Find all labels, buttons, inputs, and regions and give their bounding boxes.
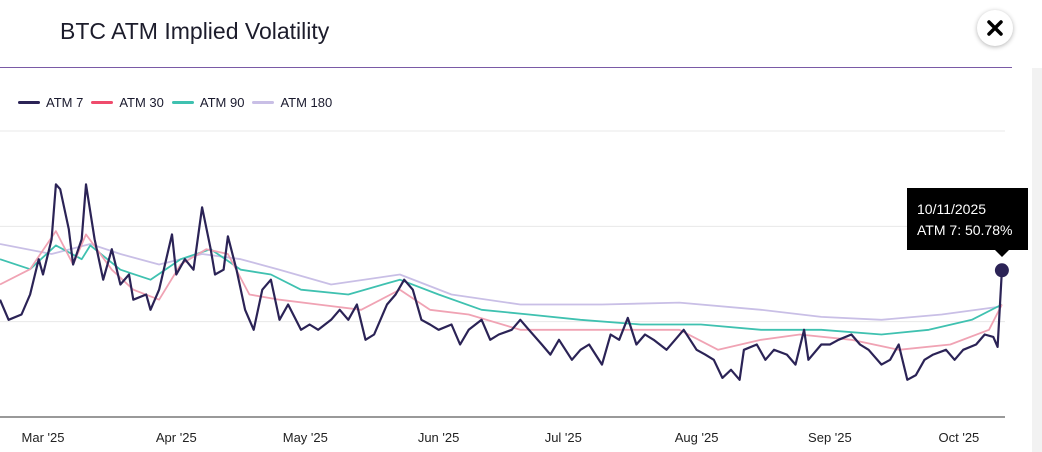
x-tick-label: Mar '25	[22, 430, 65, 445]
legend: ATM 7 ATM 30 ATM 90 ATM 180	[18, 95, 332, 110]
legend-swatch	[91, 101, 114, 104]
x-tick-label: Oct '25	[939, 430, 980, 445]
legend-label: ATM 7	[46, 95, 84, 110]
series-line-atm7[interactable]	[0, 183, 1003, 381]
legend-item-atm90[interactable]: ATM 90	[171, 95, 245, 110]
close-button[interactable]	[977, 10, 1013, 46]
tooltip-value: ATM 7: 50.78%	[917, 222, 1013, 238]
legend-label: ATM 180	[280, 95, 333, 110]
tooltip-date: 10/11/2025	[917, 201, 987, 217]
legend-item-atm7[interactable]: ATM 7	[18, 95, 83, 110]
x-tick-label: Apr '25	[156, 430, 197, 445]
legend-swatch	[252, 101, 275, 104]
x-tick-label: Aug '25	[675, 430, 719, 445]
close-icon	[987, 20, 1003, 36]
legend-label: ATM 30	[119, 95, 164, 110]
legend-swatch	[18, 101, 40, 104]
x-tick-label: Jun '25	[418, 430, 460, 445]
chart-title: BTC ATM Implied Volatility	[60, 18, 330, 44]
tooltip: 10/11/2025 ATM 7: 50.78%	[907, 188, 1028, 257]
header-divider	[0, 67, 1012, 68]
x-tick-label: Sep '25	[808, 430, 852, 445]
series-line-atm180[interactable]	[0, 243, 1003, 321]
legend-label: ATM 90	[199, 95, 245, 110]
legend-swatch	[171, 101, 194, 104]
series-line-atm90[interactable]	[0, 244, 1003, 336]
x-tick-label: Jul '25	[545, 430, 582, 445]
legend-item-atm30[interactable]: ATM 30	[91, 95, 164, 110]
legend-item-atm180[interactable]: ATM 180	[252, 95, 332, 110]
scrollbar-track[interactable]	[1032, 68, 1042, 452]
hover-point[interactable]	[994, 263, 1009, 278]
x-tick-label: May '25	[283, 430, 328, 445]
